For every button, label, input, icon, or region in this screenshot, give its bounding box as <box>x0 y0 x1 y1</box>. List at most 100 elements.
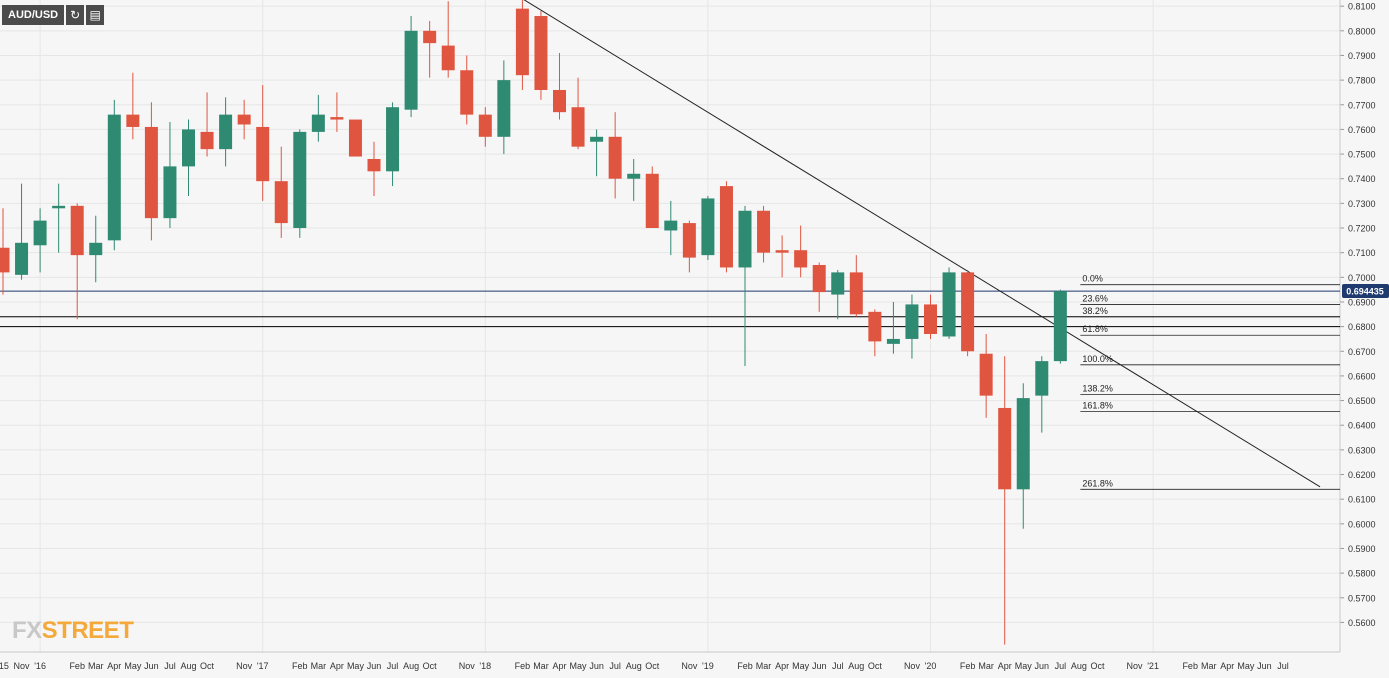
candle-body-up <box>701 198 715 256</box>
candle-body-down <box>534 16 548 90</box>
candle-body-up <box>738 210 752 268</box>
candle-body-down <box>961 272 975 352</box>
x-tick-label: Aug <box>848 661 864 671</box>
x-tick-label: Apr <box>330 661 344 671</box>
candle-body-down <box>460 70 474 115</box>
y-tick-label: 0.7600 <box>1348 125 1376 135</box>
x-tick-label: Jul <box>609 661 621 671</box>
x-tick-label: Oct <box>200 661 215 671</box>
candle-body-up <box>942 272 956 337</box>
candle-body-down <box>979 353 993 396</box>
x-tick-label: Mar <box>756 661 772 671</box>
x-tick-label: Nov <box>681 661 698 671</box>
x-tick-label: Apr <box>998 661 1012 671</box>
candle-body-down <box>441 45 455 71</box>
x-tick-label: Feb <box>69 661 85 671</box>
x-tick-label: Jul <box>1277 661 1289 671</box>
x-tick-label: Oct <box>423 661 438 671</box>
y-tick-label: 0.7000 <box>1348 273 1376 283</box>
candle-body-down <box>553 89 566 113</box>
x-tick-label: '18 <box>479 661 491 671</box>
candle-body-up <box>404 30 418 110</box>
candle-body-down <box>144 126 158 219</box>
x-tick-label: May <box>347 661 365 671</box>
x-tick-label: May <box>792 661 810 671</box>
x-tick-label: Mar <box>1201 661 1217 671</box>
x-tick-label: May <box>570 661 588 671</box>
symbol-label[interactable]: AUD/USD <box>2 5 65 25</box>
x-tick-label: Feb <box>960 661 976 671</box>
candle-body-up <box>1016 398 1030 490</box>
x-tick-label: Nov <box>1127 661 1144 671</box>
y-tick-label: 0.6300 <box>1348 445 1376 455</box>
candle-body-down <box>126 114 140 127</box>
fib-level-label: 138.2% <box>1082 383 1113 393</box>
x-tick-label: Jun <box>812 661 827 671</box>
candle-body-up <box>831 272 845 295</box>
fib-level-label: 100.0% <box>1082 354 1113 364</box>
calendar-icon[interactable]: ▤ <box>86 5 105 25</box>
x-tick-label: Mar <box>978 661 994 671</box>
fib-level-label: 261.8% <box>1082 478 1113 488</box>
x-tick-label: Aug <box>626 661 642 671</box>
y-tick-label: 0.7200 <box>1348 224 1376 234</box>
x-tick-label: Jun <box>1257 661 1272 671</box>
fib-level-label: 0.0% <box>1082 274 1103 284</box>
x-tick-label: Nov <box>14 661 31 671</box>
candle-body-down <box>515 8 529 76</box>
fib-level-label: 38.2% <box>1082 306 1108 316</box>
candle-body-up <box>497 80 511 137</box>
x-tick-label: Aug <box>1071 661 1087 671</box>
candle-body-up <box>311 114 325 132</box>
y-tick-label: 0.6200 <box>1348 470 1376 480</box>
y-tick-label: 0.6800 <box>1348 322 1376 332</box>
candle-body-down <box>200 131 214 150</box>
y-tick-label: 0.7300 <box>1348 199 1376 209</box>
x-tick-label: '21 <box>1147 661 1159 671</box>
x-tick-label: Jul <box>387 661 399 671</box>
y-tick-label: 0.7500 <box>1348 150 1376 160</box>
chart-toolbar: AUD/USD ↻ ▤ <box>2 5 105 25</box>
y-tick-label: 0.8000 <box>1348 26 1376 36</box>
y-tick-label: 0.7700 <box>1348 100 1376 110</box>
y-tick-label: 0.6500 <box>1348 396 1376 406</box>
candle-body-down <box>868 311 882 342</box>
x-tick-label: Feb <box>515 661 531 671</box>
candle-body-down <box>274 181 288 224</box>
candle-body-down <box>367 158 381 172</box>
y-tick-label: 0.6100 <box>1348 495 1376 505</box>
candle-body-down <box>256 126 270 182</box>
candle-body-up <box>1035 361 1049 396</box>
x-tick-label: Aug <box>403 661 419 671</box>
x-tick-label: Apr <box>775 661 789 671</box>
x-tick-label: May <box>124 661 142 671</box>
candle-body-down <box>330 117 344 120</box>
x-tick-label: Mar <box>533 661 549 671</box>
y-tick-label: 0.5600 <box>1348 618 1376 628</box>
y-tick-label: 0.6900 <box>1348 297 1376 307</box>
trendline <box>523 0 1321 488</box>
x-tick-label: Apr <box>107 661 121 671</box>
y-tick-label: 0.5800 <box>1348 569 1376 579</box>
candle-body-down <box>924 304 937 335</box>
x-tick-label: Feb <box>737 661 753 671</box>
x-tick-label: Mar <box>88 661 104 671</box>
x-tick-label: May <box>1237 661 1255 671</box>
y-tick-label: 0.7800 <box>1348 76 1376 86</box>
x-tick-label: Jul <box>832 661 844 671</box>
fib-level-label: 23.6% <box>1082 293 1108 303</box>
candle-body-up <box>590 136 604 142</box>
candle-body-down <box>423 30 437 44</box>
candle-body-up <box>664 220 678 231</box>
refresh-icon[interactable]: ↻ <box>66 5 85 25</box>
candle-body-down <box>794 250 808 268</box>
x-tick-label: Jun <box>367 661 382 671</box>
current-price-label: 0.694435 <box>1346 287 1384 297</box>
candle-body-down <box>757 210 771 253</box>
candle-body-up <box>386 107 400 172</box>
candle-body-down <box>645 173 659 229</box>
candle-body-up <box>293 131 307 229</box>
